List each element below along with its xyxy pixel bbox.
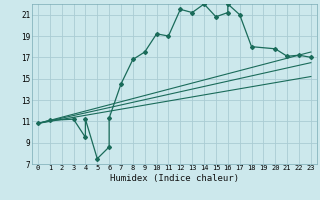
- X-axis label: Humidex (Indice chaleur): Humidex (Indice chaleur): [110, 174, 239, 183]
